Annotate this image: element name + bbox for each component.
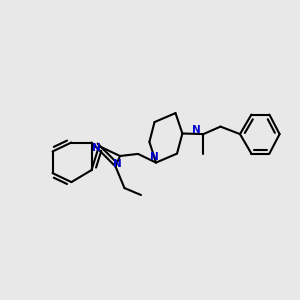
Text: N: N — [150, 152, 159, 162]
Text: N: N — [192, 125, 201, 136]
Text: N: N — [112, 159, 122, 169]
Text: N: N — [92, 142, 100, 153]
